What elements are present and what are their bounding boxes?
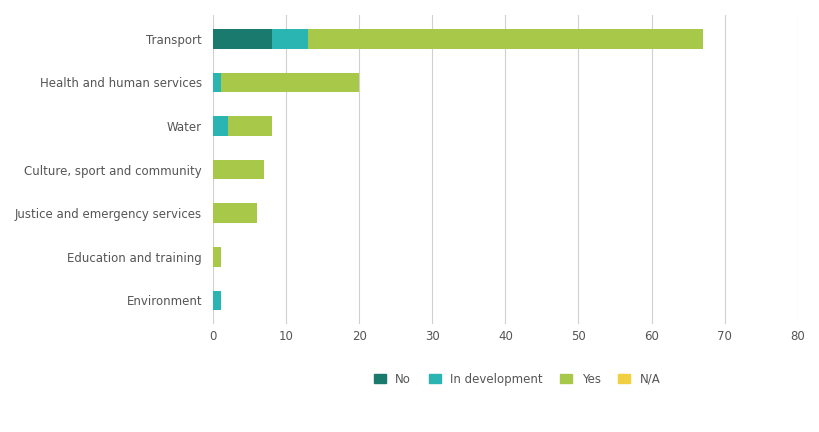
Bar (220, 73, 359, 92)
Bar (213, 247, 220, 267)
Bar (213, 116, 228, 136)
Bar (213, 203, 256, 223)
Bar (213, 160, 264, 179)
Bar (213, 29, 271, 49)
Bar (213, 291, 220, 310)
Bar (271, 29, 308, 49)
Bar (228, 116, 271, 136)
Legend: No, In development, Yes, N/A: No, In development, Yes, N/A (371, 370, 662, 388)
Bar (308, 29, 702, 49)
Bar (213, 73, 220, 92)
